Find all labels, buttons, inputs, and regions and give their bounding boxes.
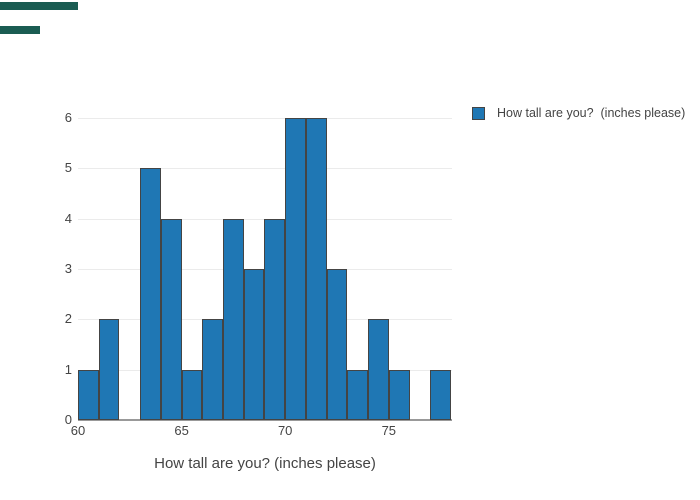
histogram-bar-70-71[interactable]	[285, 118, 306, 420]
x-tick-label-60: 60	[70, 423, 86, 438]
y-tick-label-3: 3	[64, 261, 72, 277]
x-axis-zeroline	[78, 419, 452, 421]
x-tick-label-65: 65	[174, 423, 189, 438]
legend-color-swatch	[472, 106, 485, 120]
x-tick-label-70: 70	[277, 423, 293, 438]
histogram-bar-69-70[interactable]	[264, 218, 286, 420]
corner-artifact-bar-1	[0, 2, 78, 10]
y-tick-label-6: 6	[64, 110, 72, 126]
y-tick-label-1: 1	[64, 361, 72, 377]
histogram-bar-77-78[interactable]	[430, 369, 451, 420]
histogram-bar-65-66[interactable]	[181, 369, 203, 420]
histogram-bar-61-62[interactable]	[98, 319, 120, 420]
y-tick-label-4: 4	[64, 210, 72, 226]
histogram-bar-67-68[interactable]	[223, 218, 244, 420]
gridline-y-5	[78, 168, 452, 170]
histogram-bar-73-74[interactable]	[347, 369, 369, 420]
histogram-bar-60-61[interactable]	[78, 369, 99, 420]
histogram-bar-74-75[interactable]	[368, 319, 389, 420]
histogram-bar-63-64[interactable]	[140, 168, 161, 420]
histogram-bar-64-65[interactable]	[160, 218, 182, 420]
histogram-bar-75-76[interactable]	[388, 369, 410, 420]
x-axis-title: How tall are you? (inches please)	[154, 455, 376, 472]
y-tick-label-5: 5	[64, 160, 72, 176]
legend-label: How tall are you? (inches please)	[497, 106, 686, 120]
histogram-bar-66-67[interactable]	[202, 319, 224, 420]
y-tick-label-2: 2	[64, 311, 72, 327]
legend-item[interactable]: How tall are you? (inches please)	[472, 106, 685, 120]
histogram-bar-68-69[interactable]	[243, 269, 265, 420]
histogram-bar-71-72[interactable]	[305, 118, 327, 420]
histogram-bar-72-73[interactable]	[326, 269, 348, 420]
y-tick-label-0: 0	[64, 412, 72, 427]
x-tick-label-75: 75	[381, 423, 397, 438]
gridline-y-6	[78, 118, 452, 120]
corner-artifact-bar-2	[0, 26, 40, 34]
plot-area[interactable]	[78, 95, 452, 421]
